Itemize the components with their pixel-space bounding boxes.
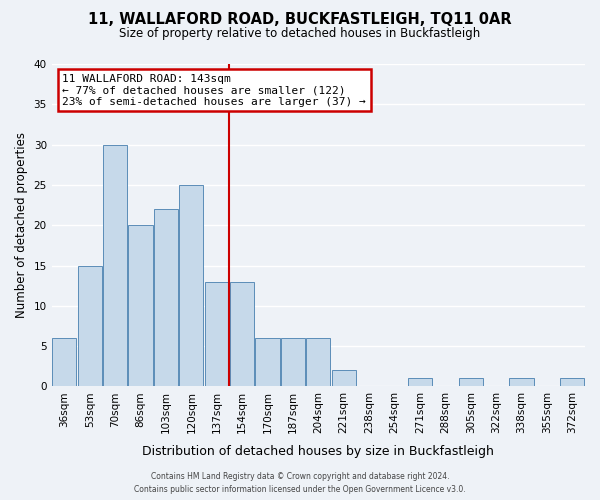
Text: 11, WALLAFORD ROAD, BUCKFASTLEIGH, TQ11 0AR: 11, WALLAFORD ROAD, BUCKFASTLEIGH, TQ11 … [88, 12, 512, 28]
Y-axis label: Number of detached properties: Number of detached properties [15, 132, 28, 318]
Bar [128, 225, 152, 386]
Text: Size of property relative to detached houses in Buckfastleigh: Size of property relative to detached ho… [119, 28, 481, 40]
Bar [458, 378, 483, 386]
Bar [52, 338, 76, 386]
Bar [408, 378, 432, 386]
Bar [332, 370, 356, 386]
Text: 11 WALLAFORD ROAD: 143sqm
← 77% of detached houses are smaller (122)
23% of semi: 11 WALLAFORD ROAD: 143sqm ← 77% of detac… [62, 74, 366, 107]
Bar [256, 338, 280, 386]
Bar [230, 282, 254, 387]
Bar [103, 144, 127, 386]
Text: Contains HM Land Registry data © Crown copyright and database right 2024.
Contai: Contains HM Land Registry data © Crown c… [134, 472, 466, 494]
Bar [77, 266, 102, 386]
Bar [154, 209, 178, 386]
Bar [205, 282, 229, 387]
Bar [560, 378, 584, 386]
X-axis label: Distribution of detached houses by size in Buckfastleigh: Distribution of detached houses by size … [142, 444, 494, 458]
Bar [509, 378, 533, 386]
Bar [281, 338, 305, 386]
Bar [179, 185, 203, 386]
Bar [306, 338, 331, 386]
